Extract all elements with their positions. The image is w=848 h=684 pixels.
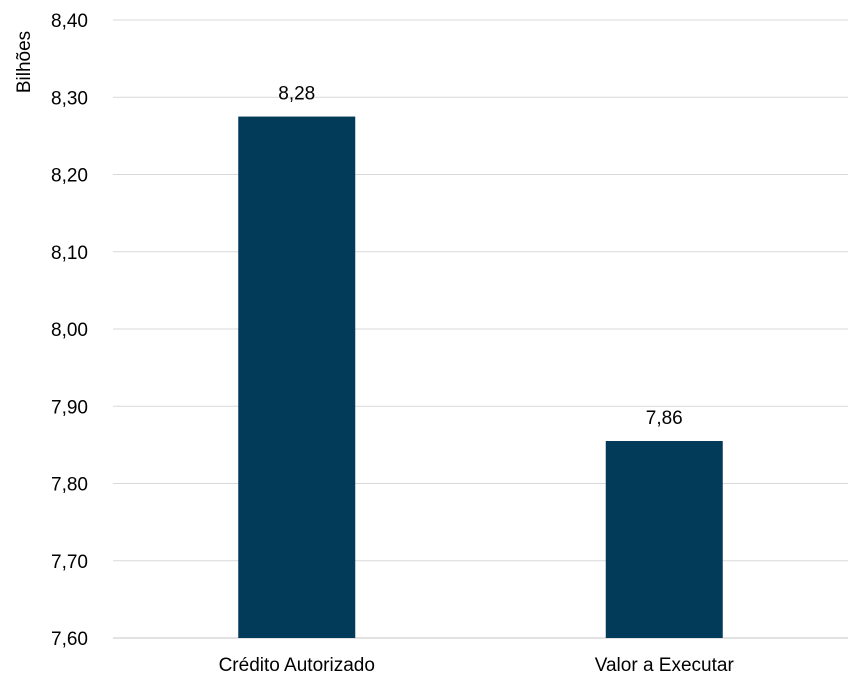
data-label: 7,86 xyxy=(646,408,683,429)
x-tick-label: Valor a Executar xyxy=(595,655,735,676)
data-label: 8,28 xyxy=(278,84,315,105)
y-tick-label: 8,30 xyxy=(51,88,88,109)
y-tick-label: 8,00 xyxy=(51,320,88,341)
bars xyxy=(238,116,723,638)
y-tick-label: 7,90 xyxy=(51,397,88,418)
gridlines xyxy=(113,19,848,639)
y-tick-label: 8,40 xyxy=(51,11,88,32)
data-labels: 8,28 7,86 xyxy=(278,84,682,429)
y-tick-label: 7,60 xyxy=(51,629,88,650)
bar-2 xyxy=(605,441,723,638)
y-tick-label: 8,10 xyxy=(51,243,88,264)
y-tick-label: 8,20 xyxy=(51,166,88,187)
x-tick-label: Crédito Autorizado xyxy=(219,655,375,676)
y-tick-label: 7,70 xyxy=(51,552,88,573)
y-axis-label: Bilhões xyxy=(14,31,35,93)
y-tick-label: 7,80 xyxy=(51,475,88,496)
y-axis-ticks: 7,60 7,70 7,80 7,90 8,00 8,10 8,20 8,30 8,40 xyxy=(51,11,88,650)
bar-1 xyxy=(238,116,356,638)
x-axis-ticks: Crédito Autorizado Valor a Executar xyxy=(219,655,735,676)
